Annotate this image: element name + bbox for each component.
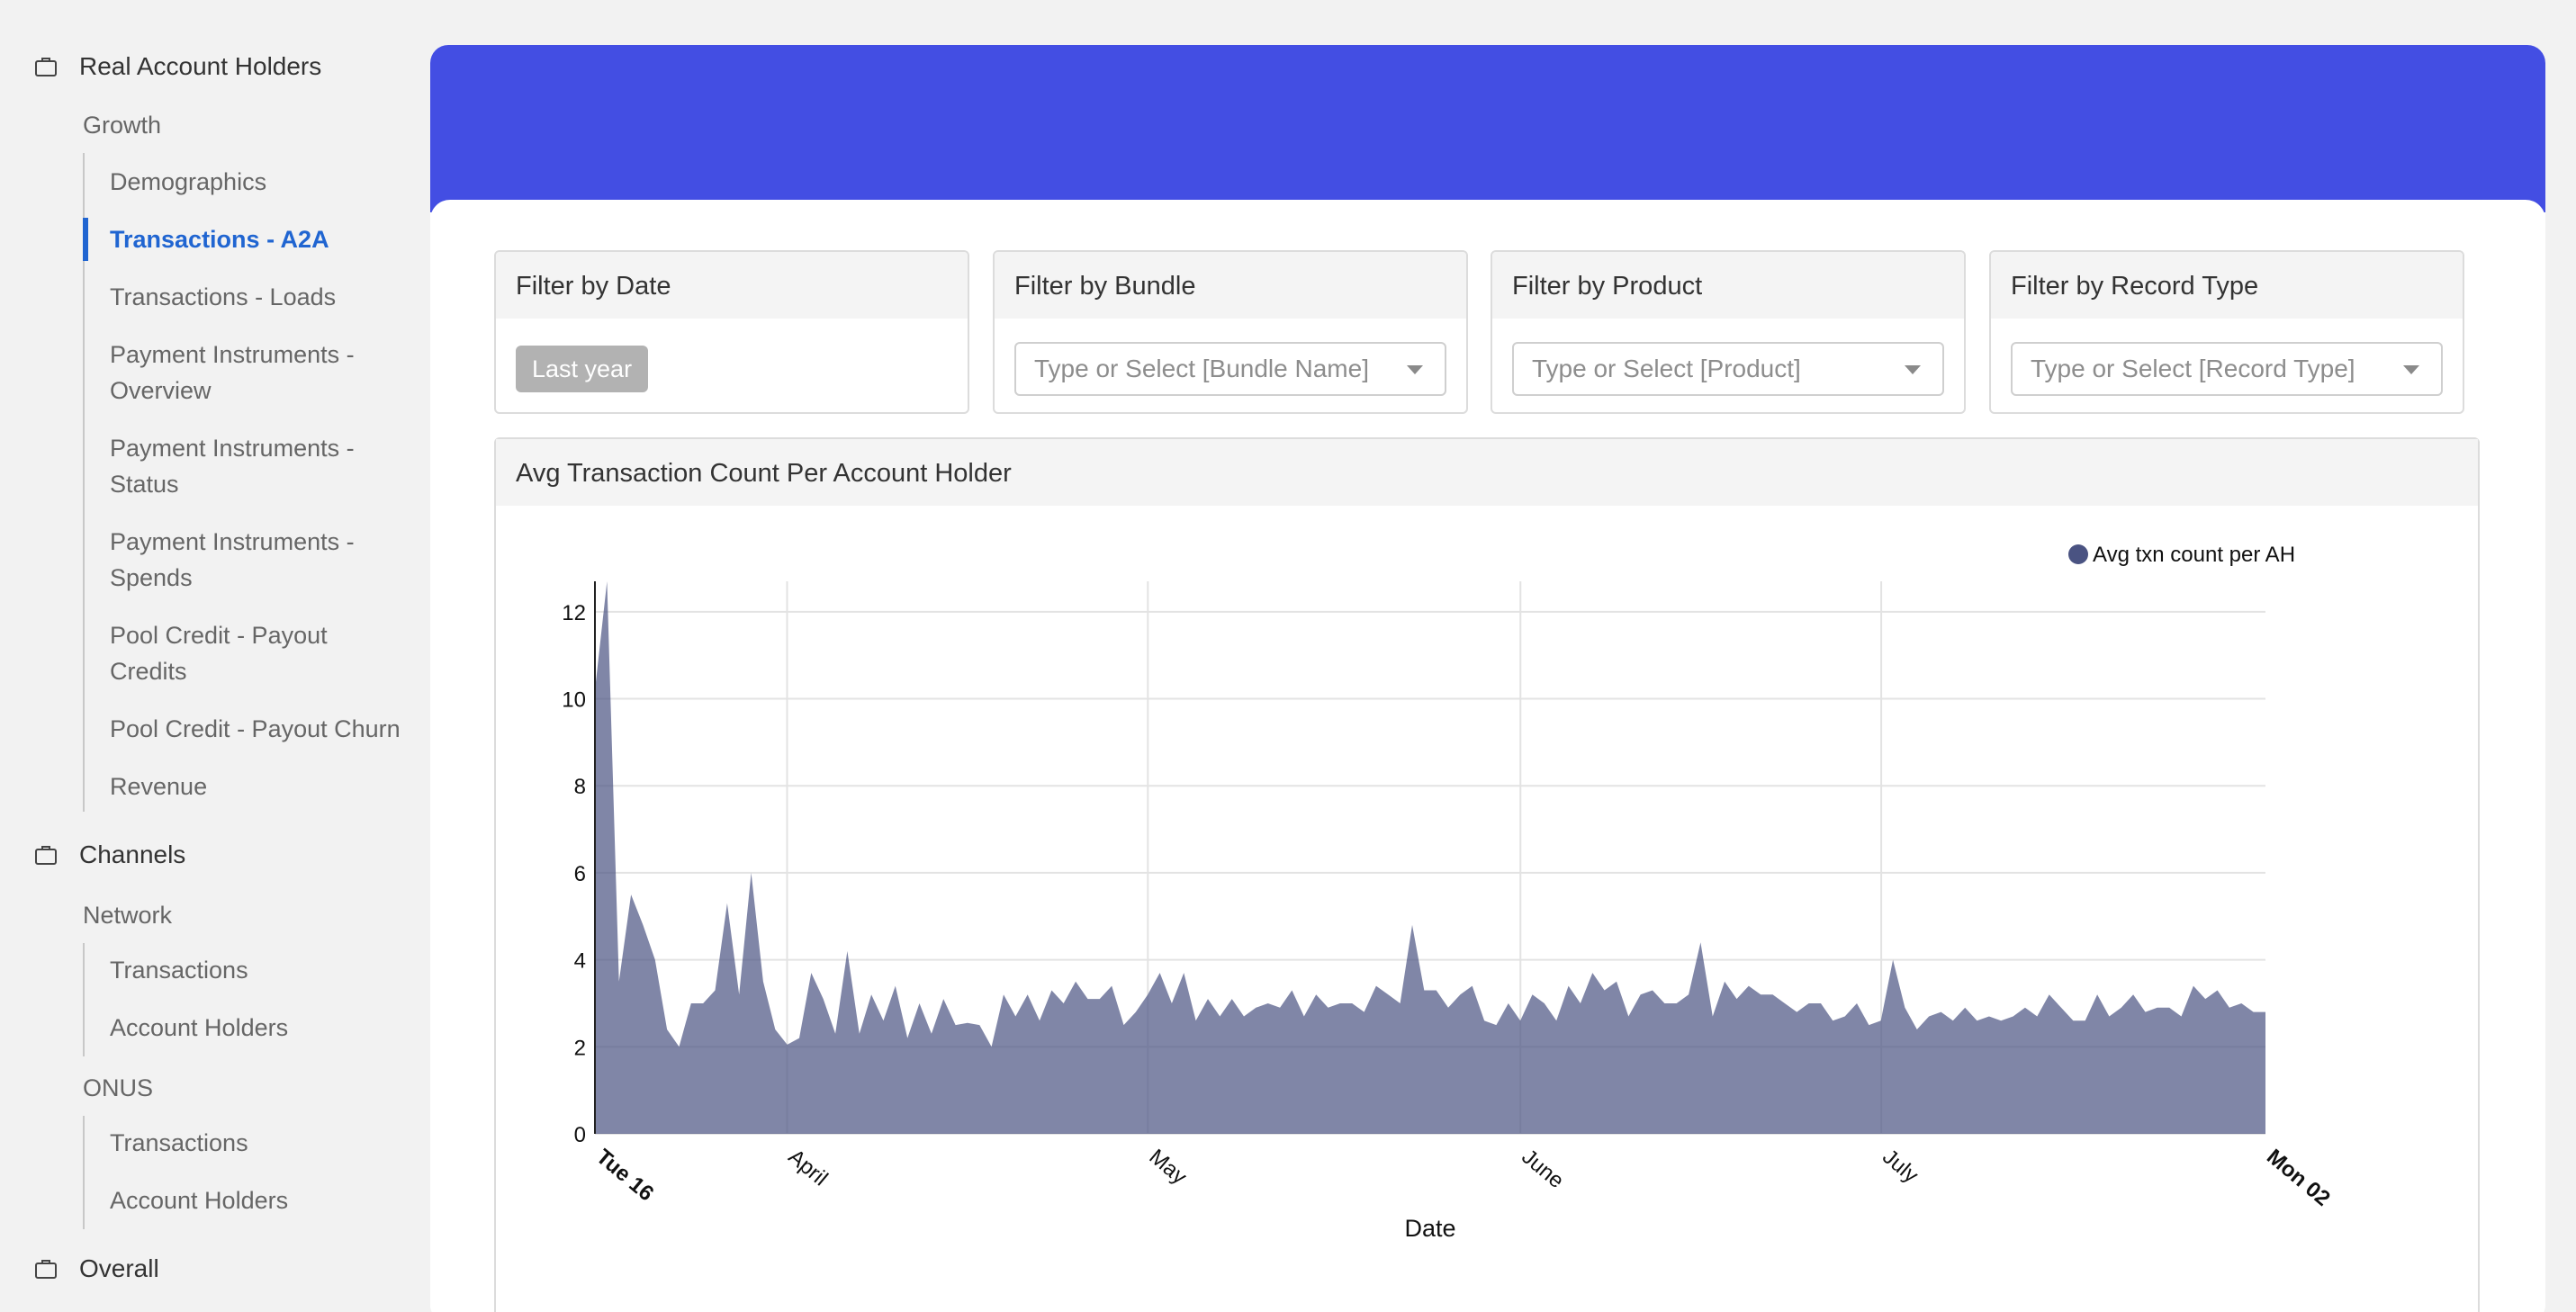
bundle-select[interactable]: Type or Select [Bundle Name]	[1014, 342, 1446, 396]
y-tick-label: 12	[562, 601, 586, 625]
filter-title: Filter by Bundle	[995, 252, 1466, 319]
nav-group-onus[interactable]: ONUS	[83, 1074, 154, 1101]
series-area	[595, 581, 2265, 1134]
y-tick-label: 4	[574, 949, 586, 974]
nav-item-onus-account-holders[interactable]: Account Holders	[110, 1187, 289, 1214]
x-tick-label: April	[784, 1145, 833, 1191]
y-tick-label: 8	[574, 775, 586, 799]
nav-item-transactions-a2a[interactable]: Transactions - A2A	[83, 218, 430, 261]
nav-group-line	[83, 1116, 85, 1229]
nav-item-network-transactions[interactable]: Transactions	[110, 957, 248, 984]
header-banner	[430, 45, 2545, 212]
x-tick-label: June	[1517, 1145, 1568, 1193]
product-select[interactable]: Type or Select [Product]	[1512, 342, 1944, 396]
filter-title: Filter by Product	[1492, 252, 1964, 319]
filter-title: Filter by Record Type	[1991, 252, 2463, 319]
nav-group-line	[83, 943, 85, 1056]
filter-bundle: Filter by Bundle Type or Select [Bundle …	[993, 250, 1468, 414]
chart-panel-title: Avg Transaction Count Per Account Holder	[496, 439, 2478, 506]
nav-section-label: Channels	[79, 840, 186, 868]
briefcase-icon	[35, 58, 57, 76]
sidebar: Real Account Holders Growth Demographics…	[0, 0, 430, 1312]
legend-swatch	[2068, 544, 2088, 564]
filter-date: Filter by Date Last year	[494, 250, 969, 414]
nav-item-payment-instruments-spends[interactable]: Payment Instruments - Spends	[110, 528, 355, 591]
filter-record-type: Filter by Record Type Type or Select [Re…	[1989, 250, 2464, 414]
nav-group-network[interactable]: Network	[83, 902, 173, 929]
nav-item-pool-credit-payout-churn[interactable]: Pool Credit - Payout Churn	[110, 715, 401, 742]
nav-item-network-account-holders[interactable]: Account Holders	[110, 1014, 289, 1041]
nav-item-demographics[interactable]: Demographics	[110, 168, 267, 195]
chevron-down-icon	[2403, 365, 2419, 374]
select-placeholder: Type or Select [Product]	[1532, 355, 1801, 382]
select-placeholder: Type or Select [Record Type]	[2031, 355, 2355, 382]
nav-item-onus-transactions[interactable]: Transactions	[110, 1129, 248, 1156]
nav-item-pool-credit-payout-credits[interactable]: Pool Credit - Payout Credits	[110, 622, 328, 685]
x-axis-label: Date	[1404, 1215, 1455, 1242]
area-chart: 0 2 4 6 8 10 12 Tue 16 April May June July Mon 02 Dat…	[562, 543, 2335, 1242]
nav-section-channels[interactable]: Channels	[0, 830, 396, 880]
nav-section-label: Real Account Holders	[79, 52, 322, 80]
nav-section-real-account-holders[interactable]: Real Account Holders	[0, 41, 396, 92]
chart-panel: Avg Transaction Count Per Account Holder…	[494, 437, 2480, 1312]
nav-item-transactions-loads[interactable]: Transactions - Loads	[110, 283, 337, 310]
y-tick-label: 6	[574, 862, 586, 886]
nav-section-overall[interactable]: Overall	[0, 1244, 396, 1294]
record-type-select[interactable]: Type or Select [Record Type]	[2011, 342, 2443, 396]
briefcase-icon	[35, 1260, 57, 1279]
filter-title: Filter by Date	[496, 252, 968, 319]
y-tick-label: 2	[574, 1036, 586, 1060]
legend-label: Avg txn count per AH	[2093, 543, 2295, 567]
nav-item-revenue[interactable]: Revenue	[110, 773, 208, 800]
x-tick-label: May	[1144, 1145, 1191, 1190]
filter-product: Filter by Product Type or Select [Produc…	[1491, 250, 1966, 414]
nav-item-payment-instruments-overview[interactable]: Payment Instruments - Overview	[110, 341, 355, 404]
nav-section-label: Overall	[79, 1254, 159, 1282]
y-tick-label: 0	[574, 1123, 586, 1147]
chevron-down-icon	[1407, 365, 1423, 374]
x-tick-label: Tue 16	[591, 1145, 658, 1206]
y-tick-label: 10	[562, 688, 586, 713]
nav-item-payment-instruments-status[interactable]: Payment Instruments - Status	[110, 435, 355, 498]
nav-group-growth[interactable]: Growth	[83, 112, 162, 139]
nav-group-line	[83, 153, 85, 812]
x-tick-label: July	[1878, 1145, 1923, 1188]
briefcase-icon	[35, 846, 57, 865]
select-placeholder: Type or Select [Bundle Name]	[1034, 355, 1369, 382]
chevron-down-icon	[1905, 365, 1921, 374]
x-tick-label: Mon 02	[2262, 1145, 2335, 1211]
date-range-tag[interactable]: Last year	[516, 346, 649, 392]
